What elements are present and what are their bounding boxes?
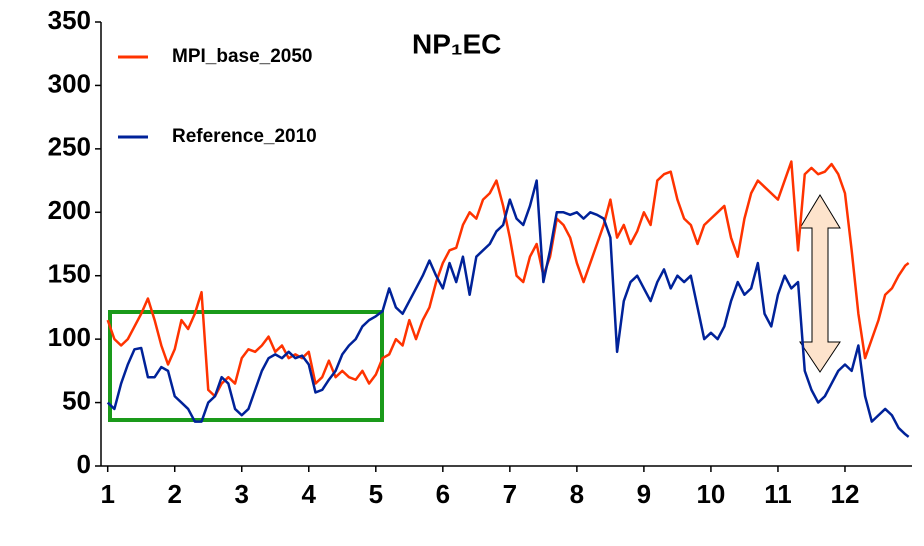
y-tick-label: 200 [48,195,91,225]
difference-arrow [799,194,841,373]
y-tick-label: 150 [48,259,91,289]
legend-label: MPI_base_2050 [172,46,313,67]
x-tick-label: 11 [764,479,792,509]
y-tick-label: 350 [48,5,91,35]
x-tick-label: 5 [369,479,383,509]
x-tick-label: 12 [831,479,860,509]
x-tick-label: 10 [696,479,725,509]
chart-title: NP₁EC [412,28,501,59]
series-line [106,160,910,398]
y-tick-label: 250 [48,132,91,162]
x-tick-label: 8 [570,479,584,509]
legend-label: Reference_2010 [172,126,317,147]
x-tick-label: 2 [167,479,181,509]
x-tick-label: 7 [503,479,517,509]
y-tick-label: 0 [77,449,91,479]
highlight-box [108,310,384,422]
x-tick-label: 9 [637,479,651,509]
x-tick-label: 3 [235,479,249,509]
y-tick-label: 100 [48,322,91,352]
y-tick-label: 50 [62,385,91,415]
x-tick-label: 1 [100,479,114,509]
series-line [106,179,910,438]
x-tick-label: 6 [436,479,450,509]
x-tick-label: 4 [302,479,317,509]
y-tick-label: 300 [48,68,91,98]
